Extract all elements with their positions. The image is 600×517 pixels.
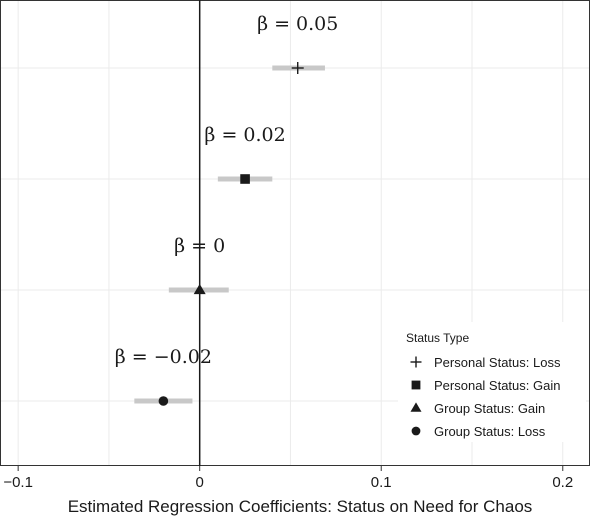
x-axis-label: Estimated Regression Coefficients: Statu… [68, 497, 533, 516]
legend-key-square [411, 380, 421, 390]
legend-entry-label: Personal Status: Loss [434, 355, 561, 370]
point-estimate-plus [291, 62, 304, 74]
legend-key-circle [411, 426, 421, 436]
legend-background [398, 322, 586, 442]
legend-key-triangle [410, 402, 422, 412]
x-tick-label: −0.1 [3, 474, 33, 491]
x-tick-label: 0 [196, 474, 204, 491]
beta-annotation: β = −0.02 [115, 346, 212, 368]
point-estimate-circle [158, 396, 169, 406]
legend: Status Type Personal Status: LossPersona… [398, 322, 586, 442]
beta-annotation: β = 0.05 [257, 13, 338, 35]
point-estimate-square [240, 174, 250, 184]
beta-annotation: β = 0.02 [204, 124, 285, 146]
x-tick-label: 0.2 [552, 474, 573, 491]
beta-annotation: β = 0 [174, 235, 225, 257]
legend-items: Personal Status: Loss Personal Status: Ga… [410, 355, 561, 439]
x-tick-label: 0.1 [371, 474, 392, 491]
legend-entry-label: Group Status: Gain [434, 401, 545, 416]
legend-entry-label: Personal Status: Gain [434, 378, 560, 393]
legend-key-plus [410, 356, 422, 368]
legend-entry-label: Group Status: Loss [434, 424, 546, 439]
point-estimate-triangle [193, 283, 206, 295]
annotation-layer: β = 0.05 β = 0.02 β = 0 β = −0.02 [115, 13, 339, 368]
plot-panel-border [0, 0, 590, 466]
legend-title: Status Type [406, 331, 469, 345]
series-layer [134, 62, 325, 406]
x-axis-ticks: −0.1 0 0.1 0.2 [3, 466, 573, 491]
